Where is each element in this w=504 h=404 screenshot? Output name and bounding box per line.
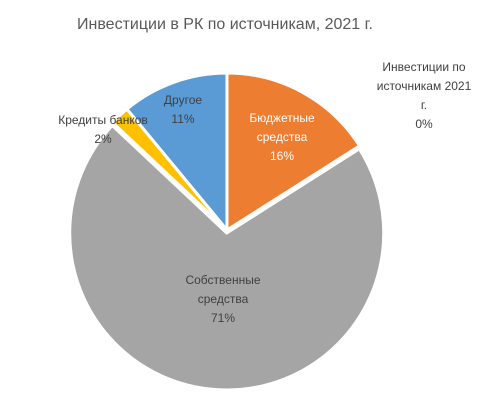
slice-category-label: Кредиты банков: [58, 113, 148, 127]
slice-label-4: Другое 11%: [164, 93, 202, 126]
slice-value-label: 11%: [171, 112, 194, 126]
slice-value-label: 71%: [211, 311, 235, 325]
zero-value-text: г.: [421, 98, 427, 112]
slice-category-label: Бюджетные: [249, 111, 315, 125]
slice-value-label: 2%: [94, 132, 112, 146]
slice-label-2: Собственные средства 71%: [185, 273, 260, 325]
slice-category-label: Собственные: [185, 273, 260, 287]
pie-slice-4: [124, 71, 229, 235]
slice-category-label: средства: [257, 130, 308, 144]
slice-value-label: 16%: [270, 149, 294, 163]
pie-slice-1: [225, 71, 362, 233]
pie-labels: Бюджетные средства 16% Собственные средства 7…: [58, 60, 471, 325]
zero-value-text: источникам 2021: [377, 79, 472, 93]
pie-slice-2: [68, 123, 386, 392]
slice-label-3: Кредиты банков 2%: [58, 113, 148, 146]
chart-title: Инвестиции в РК по источникам, 2021 г.: [77, 16, 373, 33]
pie-slices: [68, 71, 386, 392]
slice-label-1: Бюджетные средства 16%: [249, 111, 315, 163]
zero-value-text: Инвестиции по: [382, 60, 465, 74]
slice-category-label: средства: [198, 292, 249, 306]
slice-category-label: Другое: [164, 93, 202, 107]
zero-value-label: Инвестиции по источникам 2021 г. 0%: [377, 60, 472, 131]
zero-value-percent: 0%: [415, 117, 433, 131]
